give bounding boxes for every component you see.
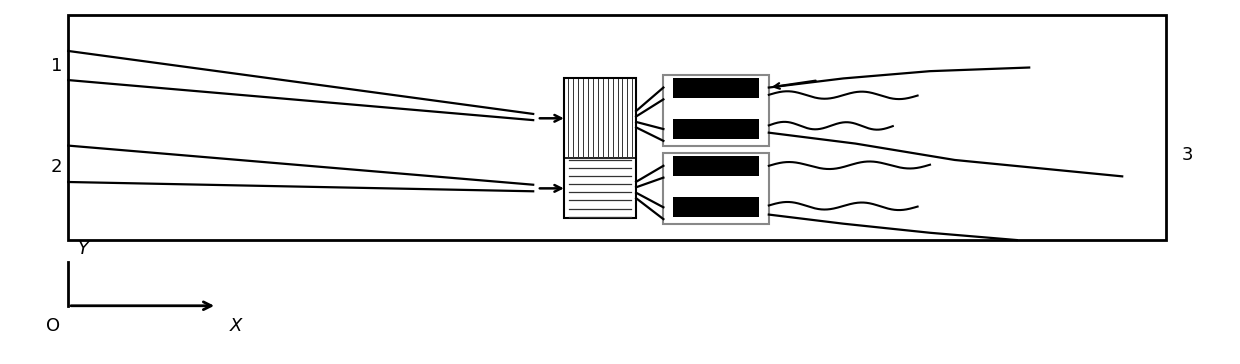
Bar	[673, 197, 759, 217]
Bar	[673, 156, 759, 176]
Bar	[673, 78, 759, 98]
Bar	[663, 153, 769, 224]
Bar	[68, 15, 1166, 240]
Bar	[663, 75, 769, 146]
Text: 1: 1	[51, 56, 62, 75]
Text: 3: 3	[1182, 146, 1193, 164]
Text: 2: 2	[51, 158, 62, 177]
Text: X: X	[229, 317, 242, 335]
Text: O: O	[46, 317, 61, 335]
Bar	[564, 78, 636, 218]
Text: Y: Y	[78, 241, 88, 258]
Bar	[673, 119, 759, 139]
